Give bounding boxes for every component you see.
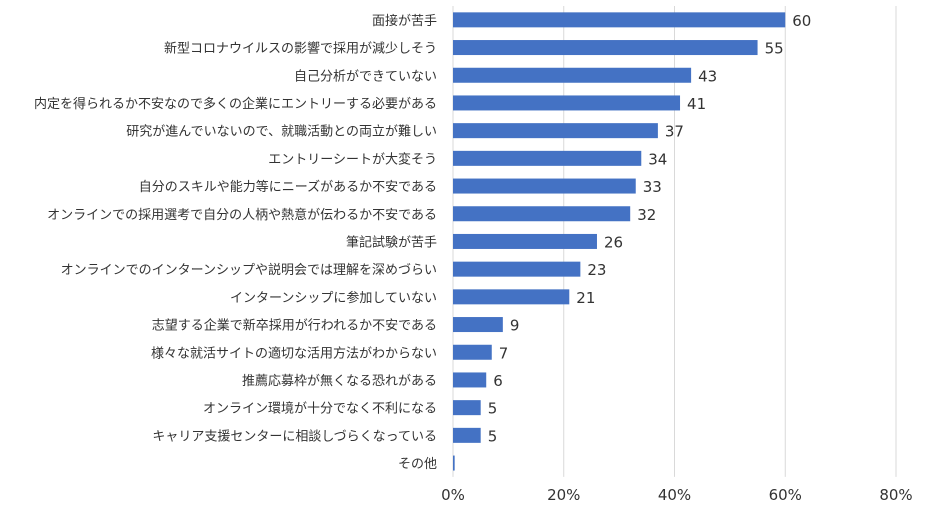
data-label: 21 <box>576 289 595 307</box>
category-label: 自己分析ができていない <box>294 69 437 84</box>
category-label: 面接が苦手 <box>372 13 437 29</box>
bar <box>453 372 487 388</box>
bar <box>453 67 692 83</box>
bar <box>453 150 642 166</box>
bar <box>453 12 786 28</box>
bar <box>453 261 581 277</box>
category-label: その他 <box>398 457 437 472</box>
category-label: 自分のスキルや能力等にニーズがあるか不安である <box>139 179 437 195</box>
bar <box>453 344 492 360</box>
category-labels: 面接が苦手新型コロナウイルスの影響で採用が減少しそう自己分析ができていない内定を… <box>34 13 437 472</box>
category-label: 推薦応募枠が無くなる恐れがある <box>242 374 437 389</box>
data-label: 32 <box>637 206 656 224</box>
data-label: 5 <box>488 400 498 418</box>
category-label: インターンシップに参加していない <box>230 290 437 306</box>
category-label: 志望する企業で新卒採用が行われるか不安である <box>152 318 437 334</box>
category-label: 筆記試験が苦手 <box>346 234 437 250</box>
data-label: 33 <box>643 178 662 196</box>
data-label: 34 <box>648 150 667 168</box>
data-label: 26 <box>604 233 623 251</box>
x-tick-labels: 0% 20% 40% 60% 80% <box>441 486 913 504</box>
bar <box>453 95 681 111</box>
category-label: 研究が進んでいないので、就職活動との両立が難しい <box>126 125 437 140</box>
bar <box>453 123 658 139</box>
bar <box>453 455 455 471</box>
category-label: 新型コロナウイルスの影響で採用が減少しそう <box>164 41 437 57</box>
category-label: 内定を得られるか不安なので多くの企業にエントリーする必要がある <box>34 96 437 112</box>
data-label: 55 <box>765 40 784 58</box>
data-label: 41 <box>687 95 706 113</box>
bar <box>453 233 597 249</box>
bars <box>453 12 786 471</box>
bar <box>453 317 503 333</box>
x-tick-label: 80% <box>879 486 912 504</box>
category-label: 様々な就活サイトの適切な活用方法がわからない <box>151 345 437 361</box>
bar <box>453 427 481 443</box>
data-label: 43 <box>698 67 717 85</box>
category-label: オンライン環境が十分でなく不利になる <box>203 402 437 417</box>
category-label: キャリア支援センターに相談しづらくなっている <box>152 428 437 444</box>
data-label: 37 <box>665 123 684 141</box>
category-label: オンラインでのインターンシップや説明会では理解を深めづらい <box>61 262 437 278</box>
x-tick-label: 20% <box>547 486 580 504</box>
bar <box>453 40 758 56</box>
bar <box>453 400 481 416</box>
gridlines <box>452 6 897 477</box>
category-label: エントリーシートが大変そう <box>268 151 437 167</box>
data-label: 5 <box>488 427 498 445</box>
data-label: 60 <box>792 12 811 30</box>
bar <box>453 289 570 305</box>
x-tick-label: 60% <box>769 486 802 504</box>
data-label: 6 <box>493 372 503 390</box>
category-label: オンラインでの採用選考で自分の人柄や熱意が伝わるか不安である <box>47 207 437 223</box>
bar <box>453 206 631 222</box>
x-tick-label: 40% <box>658 486 691 504</box>
data-label: 7 <box>499 344 509 362</box>
bar <box>453 178 636 194</box>
x-tick-label: 0% <box>441 486 465 504</box>
data-label: 23 <box>587 261 606 279</box>
data-label: 9 <box>510 317 520 335</box>
